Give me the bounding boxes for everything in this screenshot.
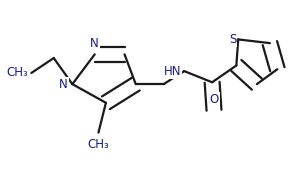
Text: S: S [229, 33, 236, 46]
Text: N: N [90, 37, 99, 50]
Text: CH₃: CH₃ [6, 66, 28, 79]
Text: O: O [209, 93, 218, 106]
Text: HN: HN [164, 65, 181, 78]
Text: N: N [59, 78, 68, 91]
Text: CH₃: CH₃ [88, 138, 109, 151]
